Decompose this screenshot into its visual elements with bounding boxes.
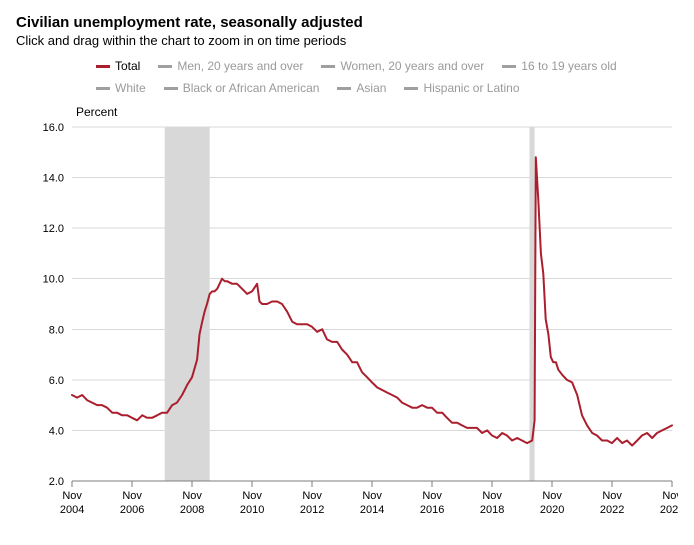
svg-text:2.0: 2.0 (49, 476, 64, 488)
svg-text:2014: 2014 (360, 504, 384, 516)
svg-text:Nov: Nov (242, 490, 262, 502)
svg-text:Nov: Nov (62, 490, 82, 502)
legend-item-hisp[interactable]: Hispanic or Latino (404, 78, 519, 100)
svg-text:8.0: 8.0 (49, 324, 64, 336)
legend-label: 16 to 19 years old (521, 56, 616, 78)
legend-item-teens[interactable]: 16 to 19 years old (502, 56, 616, 78)
svg-text:2016: 2016 (420, 504, 444, 516)
chart-title: Civilian unemployment rate, seasonally a… (16, 14, 678, 31)
legend-swatch-icon (96, 65, 110, 68)
legend-label: Asian (356, 78, 386, 100)
svg-text:2020: 2020 (540, 504, 564, 516)
legend-item-women20[interactable]: Women, 20 years and over (321, 56, 484, 78)
svg-text:2004: 2004 (60, 504, 84, 516)
svg-text:Nov: Nov (182, 490, 202, 502)
chart-area[interactable]: 2.0 4.0 6.0 8.0 10.0 12.0 14.0 16.0 Nov 2004 Nov 20… (16, 121, 678, 531)
y-axis-label: Percent (76, 105, 678, 119)
svg-text:14.0: 14.0 (43, 173, 64, 185)
svg-text:2006: 2006 (120, 504, 144, 516)
legend-item-men20[interactable]: Men, 20 years and over (158, 56, 303, 78)
legend-swatch-icon (337, 87, 351, 90)
svg-text:Nov: Nov (362, 490, 382, 502)
legend-label: Men, 20 years and over (177, 56, 303, 78)
legend-label: Black or African American (183, 78, 320, 100)
svg-text:Nov: Nov (482, 490, 502, 502)
legend-swatch-icon (502, 65, 516, 68)
legend-swatch-icon (164, 87, 178, 90)
legend-swatch-icon (96, 87, 110, 90)
svg-text:2018: 2018 (480, 504, 504, 516)
svg-text:Nov: Nov (542, 490, 562, 502)
svg-text:6.0: 6.0 (49, 375, 64, 387)
legend-item-total[interactable]: Total (96, 56, 140, 78)
legend-label: Hispanic or Latino (423, 78, 519, 100)
legend-swatch-icon (404, 87, 418, 90)
svg-text:4.0: 4.0 (49, 426, 64, 438)
svg-text:Nov: Nov (662, 490, 678, 502)
svg-text:2022: 2022 (600, 504, 624, 516)
svg-text:Nov: Nov (302, 490, 322, 502)
svg-text:Nov: Nov (422, 490, 442, 502)
legend-item-black[interactable]: Black or African American (164, 78, 320, 100)
svg-text:12.0: 12.0 (43, 223, 64, 235)
legend-label: White (115, 78, 146, 100)
legend-item-asian[interactable]: Asian (337, 78, 386, 100)
svg-text:2024: 2024 (660, 504, 678, 516)
svg-text:Nov: Nov (122, 490, 142, 502)
svg-text:2010: 2010 (240, 504, 264, 516)
svg-text:16.0: 16.0 (43, 122, 64, 134)
legend-swatch-icon (321, 65, 335, 68)
legend-label: Women, 20 years and over (340, 56, 484, 78)
svg-text:Nov: Nov (602, 490, 622, 502)
legend: Total Men, 20 years and over Women, 20 yea… (16, 56, 678, 99)
legend-item-white[interactable]: White (96, 78, 146, 100)
svg-text:2012: 2012 (300, 504, 324, 516)
chart-subtitle: Click and drag within the chart to zoom … (16, 33, 678, 48)
legend-swatch-icon (158, 65, 172, 68)
svg-text:2008: 2008 (180, 504, 204, 516)
svg-text:10.0: 10.0 (43, 274, 64, 286)
line-chart-svg: 2.0 4.0 6.0 8.0 10.0 12.0 14.0 16.0 Nov 2004 Nov 20… (16, 121, 678, 531)
legend-label: Total (115, 56, 140, 78)
